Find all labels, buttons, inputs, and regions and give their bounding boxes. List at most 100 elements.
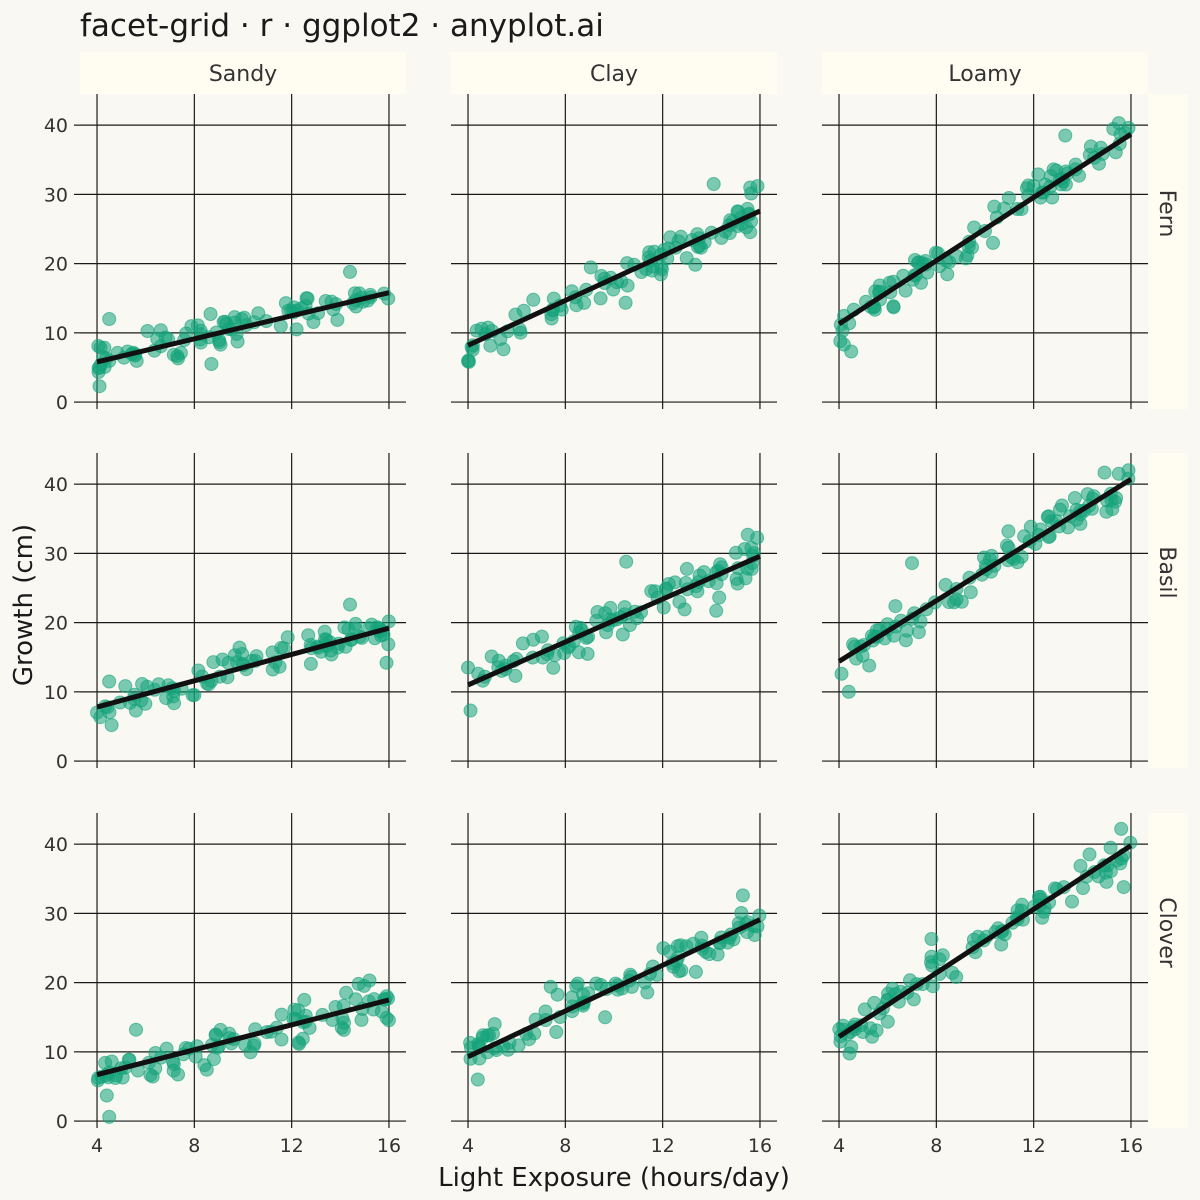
- data-point: [343, 264, 357, 279]
- data-point: [461, 660, 475, 675]
- data-point: [735, 888, 750, 903]
- data-point: [1114, 821, 1129, 836]
- data-point: [963, 585, 978, 600]
- data-point: [1067, 491, 1082, 505]
- strip-background: [1148, 94, 1188, 409]
- strip-loamy: Loamy: [822, 52, 1148, 94]
- data-point: [844, 344, 859, 359]
- x-tick-label: 16: [1119, 1135, 1143, 1157]
- y-tick-label: 30: [44, 184, 68, 206]
- data-point: [98, 1055, 113, 1070]
- data-point: [463, 703, 478, 718]
- y-tick-label: 0: [56, 751, 68, 773]
- data-point: [487, 1017, 502, 1032]
- data-point: [546, 660, 561, 675]
- panel-basil-sandy: 0 10 20 30 40: [44, 453, 406, 773]
- data-point: [295, 1031, 310, 1046]
- data-point: [93, 340, 108, 355]
- data-point: [911, 255, 926, 270]
- x-tick-label: 8: [188, 1135, 200, 1157]
- strip-sandy: Sandy: [80, 52, 406, 94]
- x-tick-label: 16: [748, 1135, 772, 1157]
- data-point: [140, 324, 155, 338]
- x-tick-label: 12: [651, 1135, 675, 1157]
- column-strip-label: Sandy: [209, 62, 277, 87]
- data-point: [1000, 538, 1014, 553]
- data-point: [750, 179, 765, 194]
- data-point: [645, 263, 660, 278]
- y-tick-label: 40: [44, 474, 68, 496]
- data-point: [251, 306, 266, 321]
- data-point: [1082, 847, 1097, 862]
- data-point: [170, 349, 185, 363]
- data-point: [898, 283, 913, 298]
- data-point: [886, 300, 901, 315]
- trend-line: [466, 917, 762, 1059]
- data-point: [526, 292, 541, 307]
- data-point: [301, 628, 316, 643]
- data-point: [740, 527, 755, 542]
- data-point: [834, 666, 849, 681]
- data-point: [844, 1040, 859, 1054]
- data-point: [153, 323, 168, 338]
- data-point: [580, 646, 595, 661]
- data-point: [677, 602, 692, 617]
- data-point: [618, 295, 633, 310]
- x-tick-label: 8: [559, 1135, 571, 1157]
- data-point: [204, 357, 219, 371]
- y-tick-label: 10: [44, 323, 68, 345]
- data-point: [679, 561, 694, 576]
- data-point: [379, 1010, 394, 1025]
- data-point: [706, 177, 721, 191]
- data-point: [99, 1088, 114, 1103]
- data-point: [620, 278, 635, 293]
- data-point: [185, 688, 200, 703]
- data-point: [905, 556, 919, 571]
- data-point: [709, 603, 724, 618]
- data-point: [583, 260, 598, 275]
- panel-basil-clay: [451, 453, 777, 768]
- strip-background: [1148, 813, 1188, 1128]
- data-point: [738, 571, 753, 586]
- data-point: [565, 990, 580, 1005]
- data-point: [483, 338, 498, 353]
- data-point: [129, 1022, 143, 1037]
- data-point: [549, 1025, 564, 1039]
- data-point: [166, 1063, 181, 1078]
- data-point: [1001, 524, 1016, 539]
- data-point: [115, 1070, 130, 1085]
- data-point: [230, 334, 245, 349]
- strip-background: [451, 52, 777, 94]
- data-point: [208, 1027, 223, 1042]
- data-point: [1099, 504, 1114, 519]
- strip-background: [822, 52, 1148, 94]
- data-point: [289, 322, 304, 337]
- data-point: [341, 622, 356, 637]
- data-point: [1076, 881, 1090, 896]
- x-axis-title: Light Exposure (hours/day): [438, 1163, 790, 1193]
- x-tick-label: 12: [280, 1135, 304, 1157]
- trend-line: [96, 997, 390, 1078]
- y-axis-title: Growth (cm): [9, 524, 39, 686]
- data-point: [190, 318, 205, 333]
- strip-basil: Basil: [1148, 453, 1188, 768]
- data-point: [949, 970, 964, 984]
- data-point: [102, 674, 117, 689]
- data-point: [469, 323, 484, 338]
- y-tick-label: 30: [44, 903, 68, 925]
- data-point: [354, 1012, 369, 1027]
- data-point: [143, 1068, 158, 1082]
- strip-clover: Clover: [1148, 813, 1188, 1128]
- data-point: [1121, 120, 1136, 135]
- trend-line: [837, 132, 1133, 326]
- row-strip-label: Basil: [1154, 546, 1179, 598]
- data-point: [206, 1052, 221, 1067]
- data-point: [557, 646, 572, 661]
- y-tick-label: 40: [44, 834, 68, 856]
- data-point: [543, 979, 558, 994]
- data-point: [888, 599, 903, 614]
- data-point: [513, 325, 528, 340]
- data-point: [128, 703, 143, 718]
- panel-fern-loamy: [822, 94, 1148, 409]
